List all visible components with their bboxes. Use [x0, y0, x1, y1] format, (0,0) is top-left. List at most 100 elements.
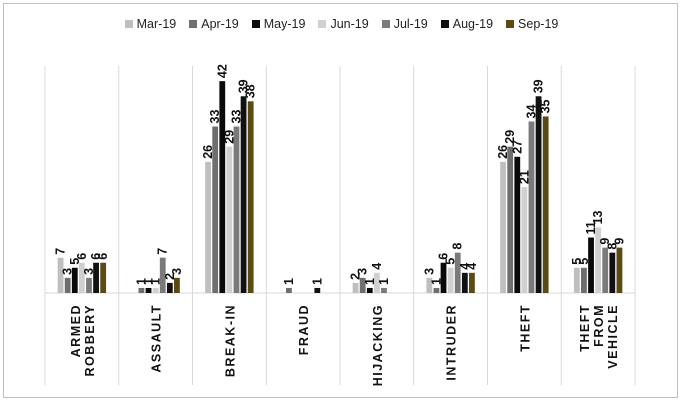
- legend-label: Jun-19: [330, 17, 369, 31]
- legend-label: Jul-19: [393, 17, 428, 31]
- legend-item: Sep-19: [506, 17, 558, 31]
- legend-swatch: [440, 20, 449, 28]
- legend-item: Mar-19: [124, 17, 177, 31]
- data-label: 1: [377, 278, 391, 285]
- data-label: 27: [510, 140, 524, 154]
- bar: [219, 81, 226, 293]
- bar: [166, 282, 173, 293]
- legend-item: Aug-19: [440, 17, 494, 31]
- data-label: 8: [605, 243, 619, 250]
- data-label: 26: [201, 145, 215, 159]
- data-label: 7: [156, 248, 170, 255]
- data-label: 9: [612, 238, 626, 245]
- bar: [174, 277, 180, 293]
- data-label: 1: [310, 278, 324, 285]
- data-label: 4: [465, 263, 479, 270]
- bar: [64, 277, 71, 293]
- bar: [454, 252, 461, 293]
- bar: [233, 126, 240, 293]
- bar: [433, 287, 440, 293]
- data-label: 5: [577, 258, 591, 265]
- data-label: 4: [370, 263, 384, 270]
- bar: [100, 262, 107, 293]
- bar: [212, 126, 219, 293]
- bar: [314, 287, 321, 293]
- legend-swatch: [189, 20, 198, 28]
- bar: [152, 287, 159, 293]
- data-label: 8: [451, 243, 465, 250]
- data-label: 1: [149, 278, 163, 285]
- data-label: 6: [96, 253, 110, 260]
- category-label: BREAK-IN: [223, 304, 237, 377]
- bar: [573, 267, 580, 293]
- category-label: VEHICLE: [606, 304, 620, 369]
- data-label: 26: [496, 145, 510, 159]
- bar: [205, 161, 211, 293]
- bar: [373, 272, 380, 293]
- bar: [440, 262, 447, 293]
- legend-swatch: [318, 20, 327, 28]
- bar: [159, 257, 166, 293]
- data-label: 5: [570, 258, 584, 265]
- bar: [366, 287, 373, 293]
- data-label: 7: [54, 248, 68, 255]
- bar: [247, 101, 254, 293]
- bar: [500, 161, 506, 293]
- legend-swatch: [124, 20, 133, 28]
- category-label: FRAUD: [297, 304, 311, 355]
- data-label: 5: [444, 258, 458, 265]
- bar: [145, 287, 152, 293]
- data-label: 5: [68, 258, 82, 265]
- data-label: 1: [134, 278, 148, 285]
- bar: [595, 227, 602, 293]
- data-label: 3: [82, 268, 96, 275]
- chart-legend: Mar-19 Apr-19 May-19 Jun-19 Jul-19 Aug-19 Sep-…: [0, 17, 683, 31]
- data-label: 33: [230, 110, 244, 124]
- data-label: 6: [437, 253, 451, 260]
- bar: [352, 282, 359, 293]
- bar: [602, 247, 609, 293]
- data-label: 39: [237, 79, 251, 93]
- bar: [528, 121, 535, 294]
- legend-item: May-19: [251, 17, 306, 31]
- bar: [71, 267, 78, 293]
- legend-label: Aug-19: [452, 17, 494, 31]
- data-label: 3: [170, 268, 184, 275]
- bar: [78, 262, 85, 293]
- data-label: 6: [89, 253, 103, 260]
- category-label: THEFT: [578, 304, 592, 352]
- data-label: 35: [539, 99, 553, 113]
- bar: [286, 287, 292, 293]
- data-label: 3: [356, 268, 370, 275]
- category-label: ROBBERY: [83, 304, 97, 377]
- data-label: 3: [61, 268, 75, 275]
- bar: [514, 156, 521, 293]
- data-label: 42: [215, 64, 229, 78]
- data-label: 1: [282, 278, 296, 285]
- bar: [588, 237, 594, 293]
- legend-swatch: [381, 20, 390, 28]
- data-label: 21: [517, 170, 531, 184]
- data-label: 1: [429, 278, 443, 285]
- legend-swatch: [251, 20, 260, 28]
- data-label: 11: [584, 221, 598, 234]
- data-label: 4: [458, 263, 472, 270]
- data-label: 33: [208, 110, 222, 124]
- category-label: INTRUDER: [445, 304, 459, 381]
- bar: [447, 267, 454, 293]
- data-label: 9: [598, 238, 612, 245]
- bar: [535, 96, 542, 294]
- bar: [426, 277, 433, 293]
- bar: [616, 247, 623, 293]
- bar: [609, 252, 616, 293]
- bar: [381, 287, 387, 293]
- legend-label: Mar-19: [136, 17, 177, 31]
- data-label: 1: [142, 278, 156, 285]
- data-label: 39: [532, 79, 546, 93]
- bar: [461, 272, 468, 293]
- legend-item: Apr-19: [189, 17, 239, 31]
- legend-label: May-19: [263, 17, 306, 31]
- data-label: 29: [222, 130, 236, 144]
- data-label: 29: [503, 130, 517, 144]
